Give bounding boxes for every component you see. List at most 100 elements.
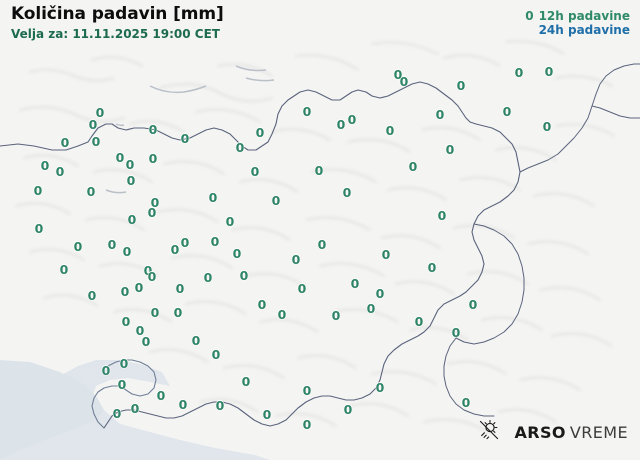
station-value-marker[interactable]: 0 <box>208 189 218 205</box>
station-value-marker[interactable]: 0 <box>375 379 385 395</box>
station-value-marker[interactable]: 0 <box>147 204 157 220</box>
station-value-marker[interactable]: 0 <box>55 163 65 179</box>
station-value-marker[interactable]: 0 <box>191 332 201 348</box>
station-value-marker[interactable]: 0 <box>445 141 455 157</box>
station-value-marker[interactable]: 0 <box>514 64 524 80</box>
station-value-marker[interactable]: 0 <box>225 213 235 229</box>
station-value-marker[interactable]: 0 <box>127 211 137 227</box>
station-value-marker[interactable]: 0 <box>120 283 130 299</box>
station-value-marker[interactable]: 0 <box>87 287 97 303</box>
station-value-marker[interactable]: 0 <box>250 163 260 179</box>
station-value-marker[interactable]: 0 <box>427 259 437 275</box>
station-value-marker[interactable]: 0 <box>147 268 157 284</box>
station-value-marker[interactable]: 0 <box>88 116 98 132</box>
station-value-marker[interactable]: 0 <box>375 285 385 301</box>
brand-vreme: VREME <box>569 422 628 442</box>
station-value-marker[interactable]: 0 <box>456 77 466 93</box>
station-value-marker[interactable]: 0 <box>544 63 554 79</box>
station-value-marker[interactable]: 0 <box>150 194 160 210</box>
station-value-marker[interactable]: 0 <box>210 233 220 249</box>
station-value-marker[interactable]: 0 <box>291 251 301 267</box>
station-value-marker[interactable]: 0 <box>117 376 127 392</box>
station-value-marker[interactable]: 0 <box>215 397 225 413</box>
arso-vreme-logo[interactable]: ARSO VREME <box>477 418 628 446</box>
station-value-marker[interactable]: 0 <box>130 400 140 416</box>
station-value-marker[interactable]: 0 <box>437 207 447 223</box>
station-value-marker[interactable]: 0 <box>73 238 83 254</box>
station-value-marker[interactable]: 0 <box>180 130 190 146</box>
station-value-marker[interactable]: 0 <box>101 362 111 378</box>
station-value-marker[interactable]: 0 <box>257 296 267 312</box>
station-value-marker[interactable]: 0 <box>107 236 117 252</box>
station-value-marker[interactable]: 0 <box>134 279 144 295</box>
station-value-marker[interactable]: 0 <box>468 296 478 312</box>
station-value-marker[interactable]: 0 <box>34 220 44 236</box>
station-value-marker[interactable]: 0 <box>461 394 471 410</box>
station-value-marker[interactable]: 0 <box>141 333 151 349</box>
station-value-marker[interactable]: 0 <box>314 162 324 178</box>
station-value-marker[interactable]: 0 <box>33 182 43 198</box>
station-value-marker[interactable]: 0 <box>262 406 272 422</box>
station-value-marker[interactable]: 0 <box>271 192 281 208</box>
station-value-marker[interactable]: 0 <box>235 139 245 155</box>
station-value-marker[interactable]: 0 <box>125 156 135 172</box>
station-value-marker[interactable]: 0 <box>40 157 50 173</box>
station-value-marker[interactable]: 0 <box>451 324 461 340</box>
station-value-marker[interactable]: 0 <box>366 300 376 316</box>
station-value-marker[interactable]: 0 <box>150 304 160 320</box>
station-value-marker[interactable]: 0 <box>297 280 307 296</box>
station-value-marker[interactable]: 0 <box>277 306 287 322</box>
station-value-marker[interactable]: 0 <box>343 401 353 417</box>
station-value-marker[interactable]: 0 <box>95 104 105 120</box>
station-value-marker[interactable]: 0 <box>178 396 188 412</box>
station-value-marker[interactable]: 0 <box>336 116 346 132</box>
station-value-marker[interactable]: 0 <box>135 322 145 338</box>
station-value-marker[interactable]: 0 <box>502 103 512 119</box>
station-value-marker[interactable]: 0 <box>143 262 153 278</box>
station-value-marker[interactable]: 0 <box>399 73 409 89</box>
station-value-marker[interactable]: 0 <box>350 275 360 291</box>
station-value-marker[interactable]: 0 <box>232 245 242 261</box>
station-value-marker[interactable]: 0 <box>173 304 183 320</box>
station-value-marker[interactable]: 0 <box>119 355 129 371</box>
station-value-marker[interactable]: 0 <box>317 236 327 252</box>
station-value-marker[interactable]: 0 <box>393 66 403 82</box>
station-value-marker[interactable]: 0 <box>122 243 132 259</box>
station-value-marker[interactable]: 0 <box>115 149 125 165</box>
station-value-marker[interactable]: 0 <box>255 124 265 140</box>
station-value-marker[interactable]: 0 <box>148 121 158 137</box>
station-value-marker[interactable]: 0 <box>175 280 185 296</box>
station-value-marker[interactable]: 0 <box>347 111 357 127</box>
station-value-marker[interactable]: 0 <box>302 103 312 119</box>
station-value-marker[interactable]: 0 <box>148 150 158 166</box>
station-value-marker[interactable]: 0 <box>60 134 70 150</box>
station-value-marker[interactable]: 0 <box>203 269 213 285</box>
station-value-marker[interactable]: 0 <box>331 307 341 323</box>
station-value-marker[interactable]: 0 <box>435 106 445 122</box>
station-value-marker[interactable]: 0 <box>241 373 251 389</box>
map-relief-shading <box>15 40 615 433</box>
station-value-marker[interactable]: 0 <box>59 261 69 277</box>
station-value-marker[interactable]: 0 <box>86 183 96 199</box>
station-value-marker[interactable]: 0 <box>408 158 418 174</box>
station-value-marker[interactable]: 0 <box>156 387 166 403</box>
station-value-marker[interactable]: 0 <box>126 172 136 188</box>
station-value-marker[interactable]: 0 <box>414 313 424 329</box>
station-value-marker[interactable]: 0 <box>302 382 312 398</box>
station-value-marker[interactable]: 0 <box>381 246 391 262</box>
station-value-marker[interactable]: 0 <box>180 234 190 250</box>
station-value-marker[interactable]: 0 <box>211 346 221 362</box>
station-value-marker[interactable]: 0 <box>239 267 249 283</box>
station-value-marker[interactable]: 0 <box>342 184 352 200</box>
station-value-marker[interactable]: 0 <box>385 122 395 138</box>
station-value-marker[interactable]: 0 <box>302 416 312 432</box>
station-value-marker[interactable]: 0 <box>542 118 552 134</box>
station-value-marker[interactable]: 0 <box>170 241 180 257</box>
slovenia-national-border <box>0 81 521 429</box>
station-value-marker[interactable]: 0 <box>112 405 122 421</box>
station-value-marker[interactable]: 0 <box>121 313 131 329</box>
legend-sample-12h: 0 <box>525 9 534 23</box>
station-value-marker[interactable]: 0 <box>91 133 101 149</box>
